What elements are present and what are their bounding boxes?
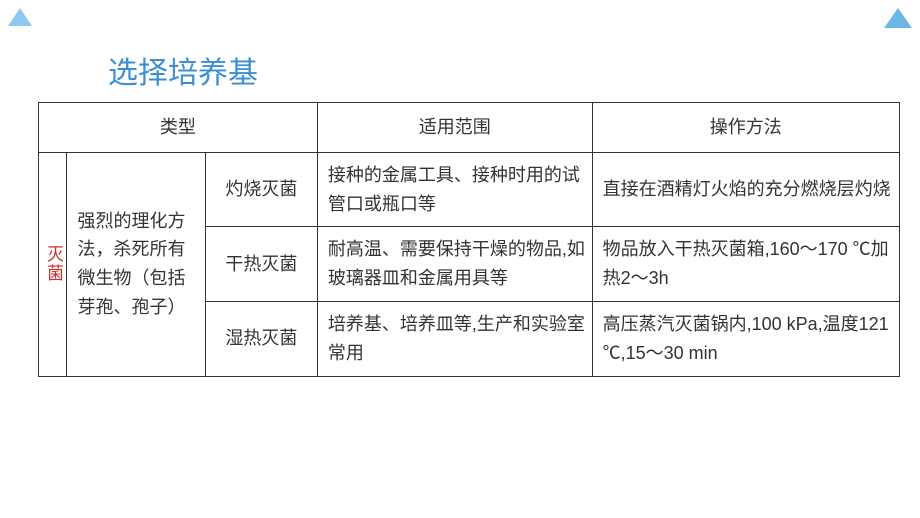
sterilization-table: 类型 适用范围 操作方法 灭菌 强烈的理化方法，杀死所有微生物（包括芽孢、孢子）… [38,102,900,377]
type-cell: 灼烧灭菌 [205,152,317,227]
scope-cell: 耐高温、需要保持干燥的物品,如玻璃器皿和金属用具等 [317,227,592,302]
description-cell: 强烈的理化方法，杀死所有微生物（包括芽孢、孢子） [67,152,205,376]
header-scope: 适用范围 [317,103,592,153]
vertical-label-cell: 灭菌 [39,152,67,376]
scope-cell: 接种的金属工具、接种时用的试管口或瓶口等 [317,152,592,227]
page-title: 选择培养基 [108,48,258,92]
type-cell: 干热灭菌 [205,227,317,302]
scope-cell: 培养基、培养皿等,生产和实验室常用 [317,301,592,376]
operation-cell: 高压蒸汽灭菌锅内,100 kPa,温度121 ℃,15～30 min [592,301,899,376]
type-cell: 湿热灭菌 [205,301,317,376]
table-header-row: 类型 适用范围 操作方法 [39,103,900,153]
decor-triangle-right [884,8,912,28]
vertical-label: 灭菌 [43,245,63,283]
table-row: 灭菌 强烈的理化方法，杀死所有微生物（包括芽孢、孢子） 灼烧灭菌 接种的金属工具… [39,152,900,227]
header-type: 类型 [39,103,318,153]
operation-cell: 物品放入干热灭菌箱,160～170 ℃加热2～3h [592,227,899,302]
header-operation: 操作方法 [592,103,899,153]
operation-cell: 直接在酒精灯火焰的充分燃烧层灼烧 [592,152,899,227]
decor-triangle-left [8,8,32,26]
